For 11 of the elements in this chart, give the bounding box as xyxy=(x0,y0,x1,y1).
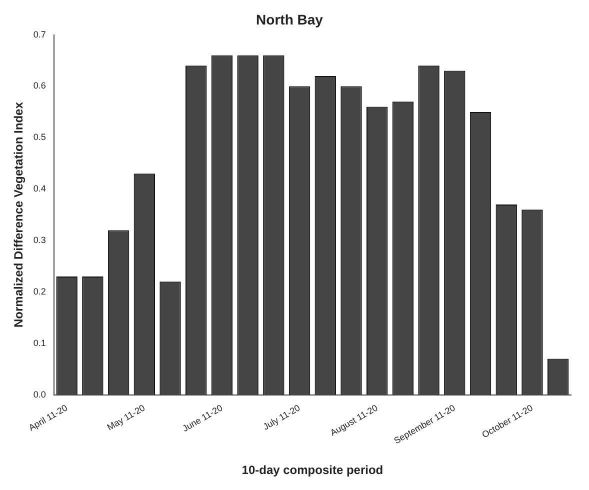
y-axis-title: Normalized Difference Vegetation Index xyxy=(12,102,26,328)
text: 0.0 xyxy=(33,389,46,400)
y-tick-label: 0.4 xyxy=(33,184,46,194)
y-tick-label: 0.7 xyxy=(33,29,46,40)
chart-title: North Bay xyxy=(256,11,324,28)
y-tick-label: 0.2 xyxy=(33,286,46,296)
y-tick-label: 0.3 xyxy=(33,235,46,246)
x-axis-title: 10-day composite period xyxy=(242,463,384,478)
y-tick-label: 0.5 xyxy=(33,132,46,142)
y-tick-label: 0.6 xyxy=(33,80,46,91)
y-tick-label: 0.1 xyxy=(33,338,46,348)
